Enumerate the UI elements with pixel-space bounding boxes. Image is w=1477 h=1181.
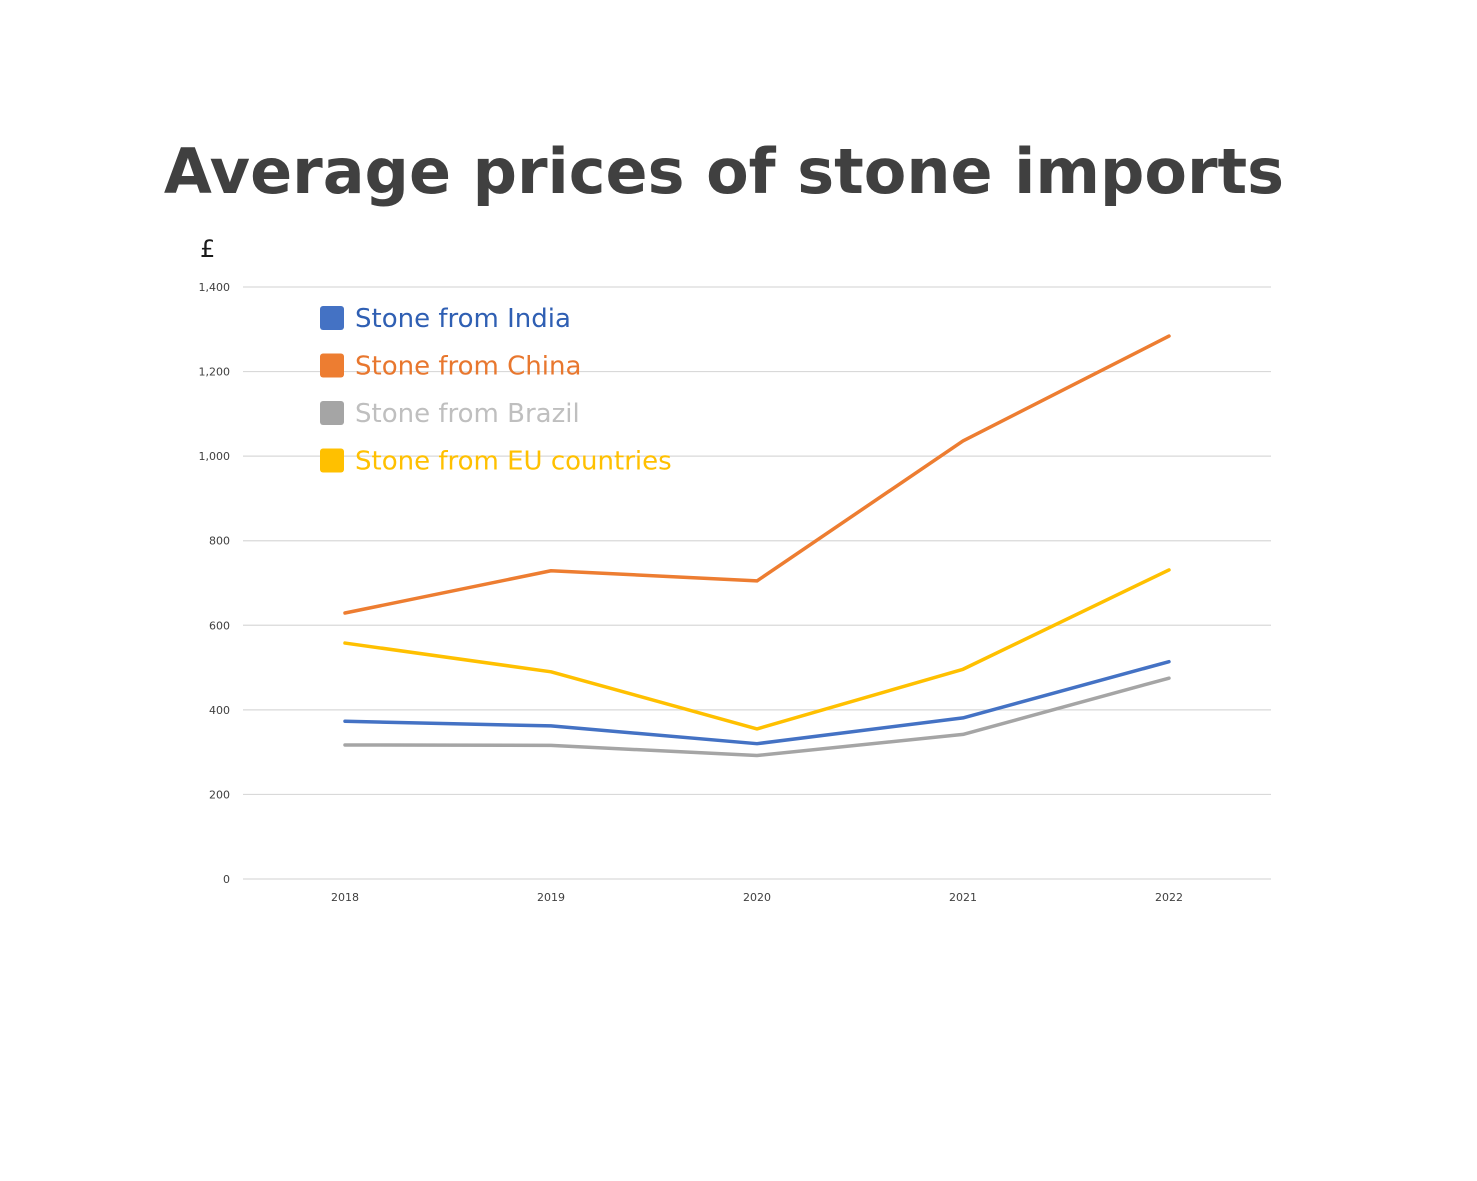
legend-label: Stone from EU countries: [355, 447, 672, 477]
y-tick-label: 1,000: [199, 450, 231, 463]
series-line-4: [343, 568, 1171, 731]
legend-label: Stone from India: [355, 304, 571, 334]
x-tick-label: 2022: [1155, 891, 1183, 904]
legend-label: Stone from Brazil: [355, 399, 580, 429]
y-axis-ticks: 0 200 400 600 800 1,000 1,200 1,400: [199, 281, 231, 886]
y-tick-label: 800: [209, 535, 230, 548]
legend-label: Stone from China: [355, 352, 581, 382]
x-tick-label: 2020: [743, 891, 771, 904]
gridlines: [243, 286, 1271, 880]
series-line-1: [343, 659, 1171, 746]
y-tick-label: 600: [209, 619, 230, 632]
chart-title: Average prices of stone imports: [164, 135, 1284, 208]
y-tick-label: 200: [209, 788, 230, 801]
series-line-3: [343, 676, 1171, 758]
legend-swatch: [320, 448, 344, 473]
series-line-2: [343, 334, 1171, 615]
x-tick-label: 2019: [537, 891, 565, 904]
y-axis-label: £: [200, 235, 215, 263]
series-lines: [343, 334, 1171, 758]
legend-swatch: [320, 306, 344, 330]
x-axis-ticks: 2018 2019 2020 2021 2022: [331, 891, 1183, 904]
y-tick-label: 400: [209, 704, 230, 717]
y-tick-label: 1,400: [199, 281, 231, 294]
x-tick-label: 2018: [331, 891, 359, 904]
x-tick-label: 2021: [949, 891, 977, 904]
legend: Stone from India Stone from China Stone fr…: [320, 304, 672, 477]
y-tick-label: 0: [223, 873, 230, 886]
legend-swatch: [320, 401, 344, 425]
y-tick-label: 1,200: [199, 366, 231, 379]
legend-swatch: [320, 353, 344, 378]
